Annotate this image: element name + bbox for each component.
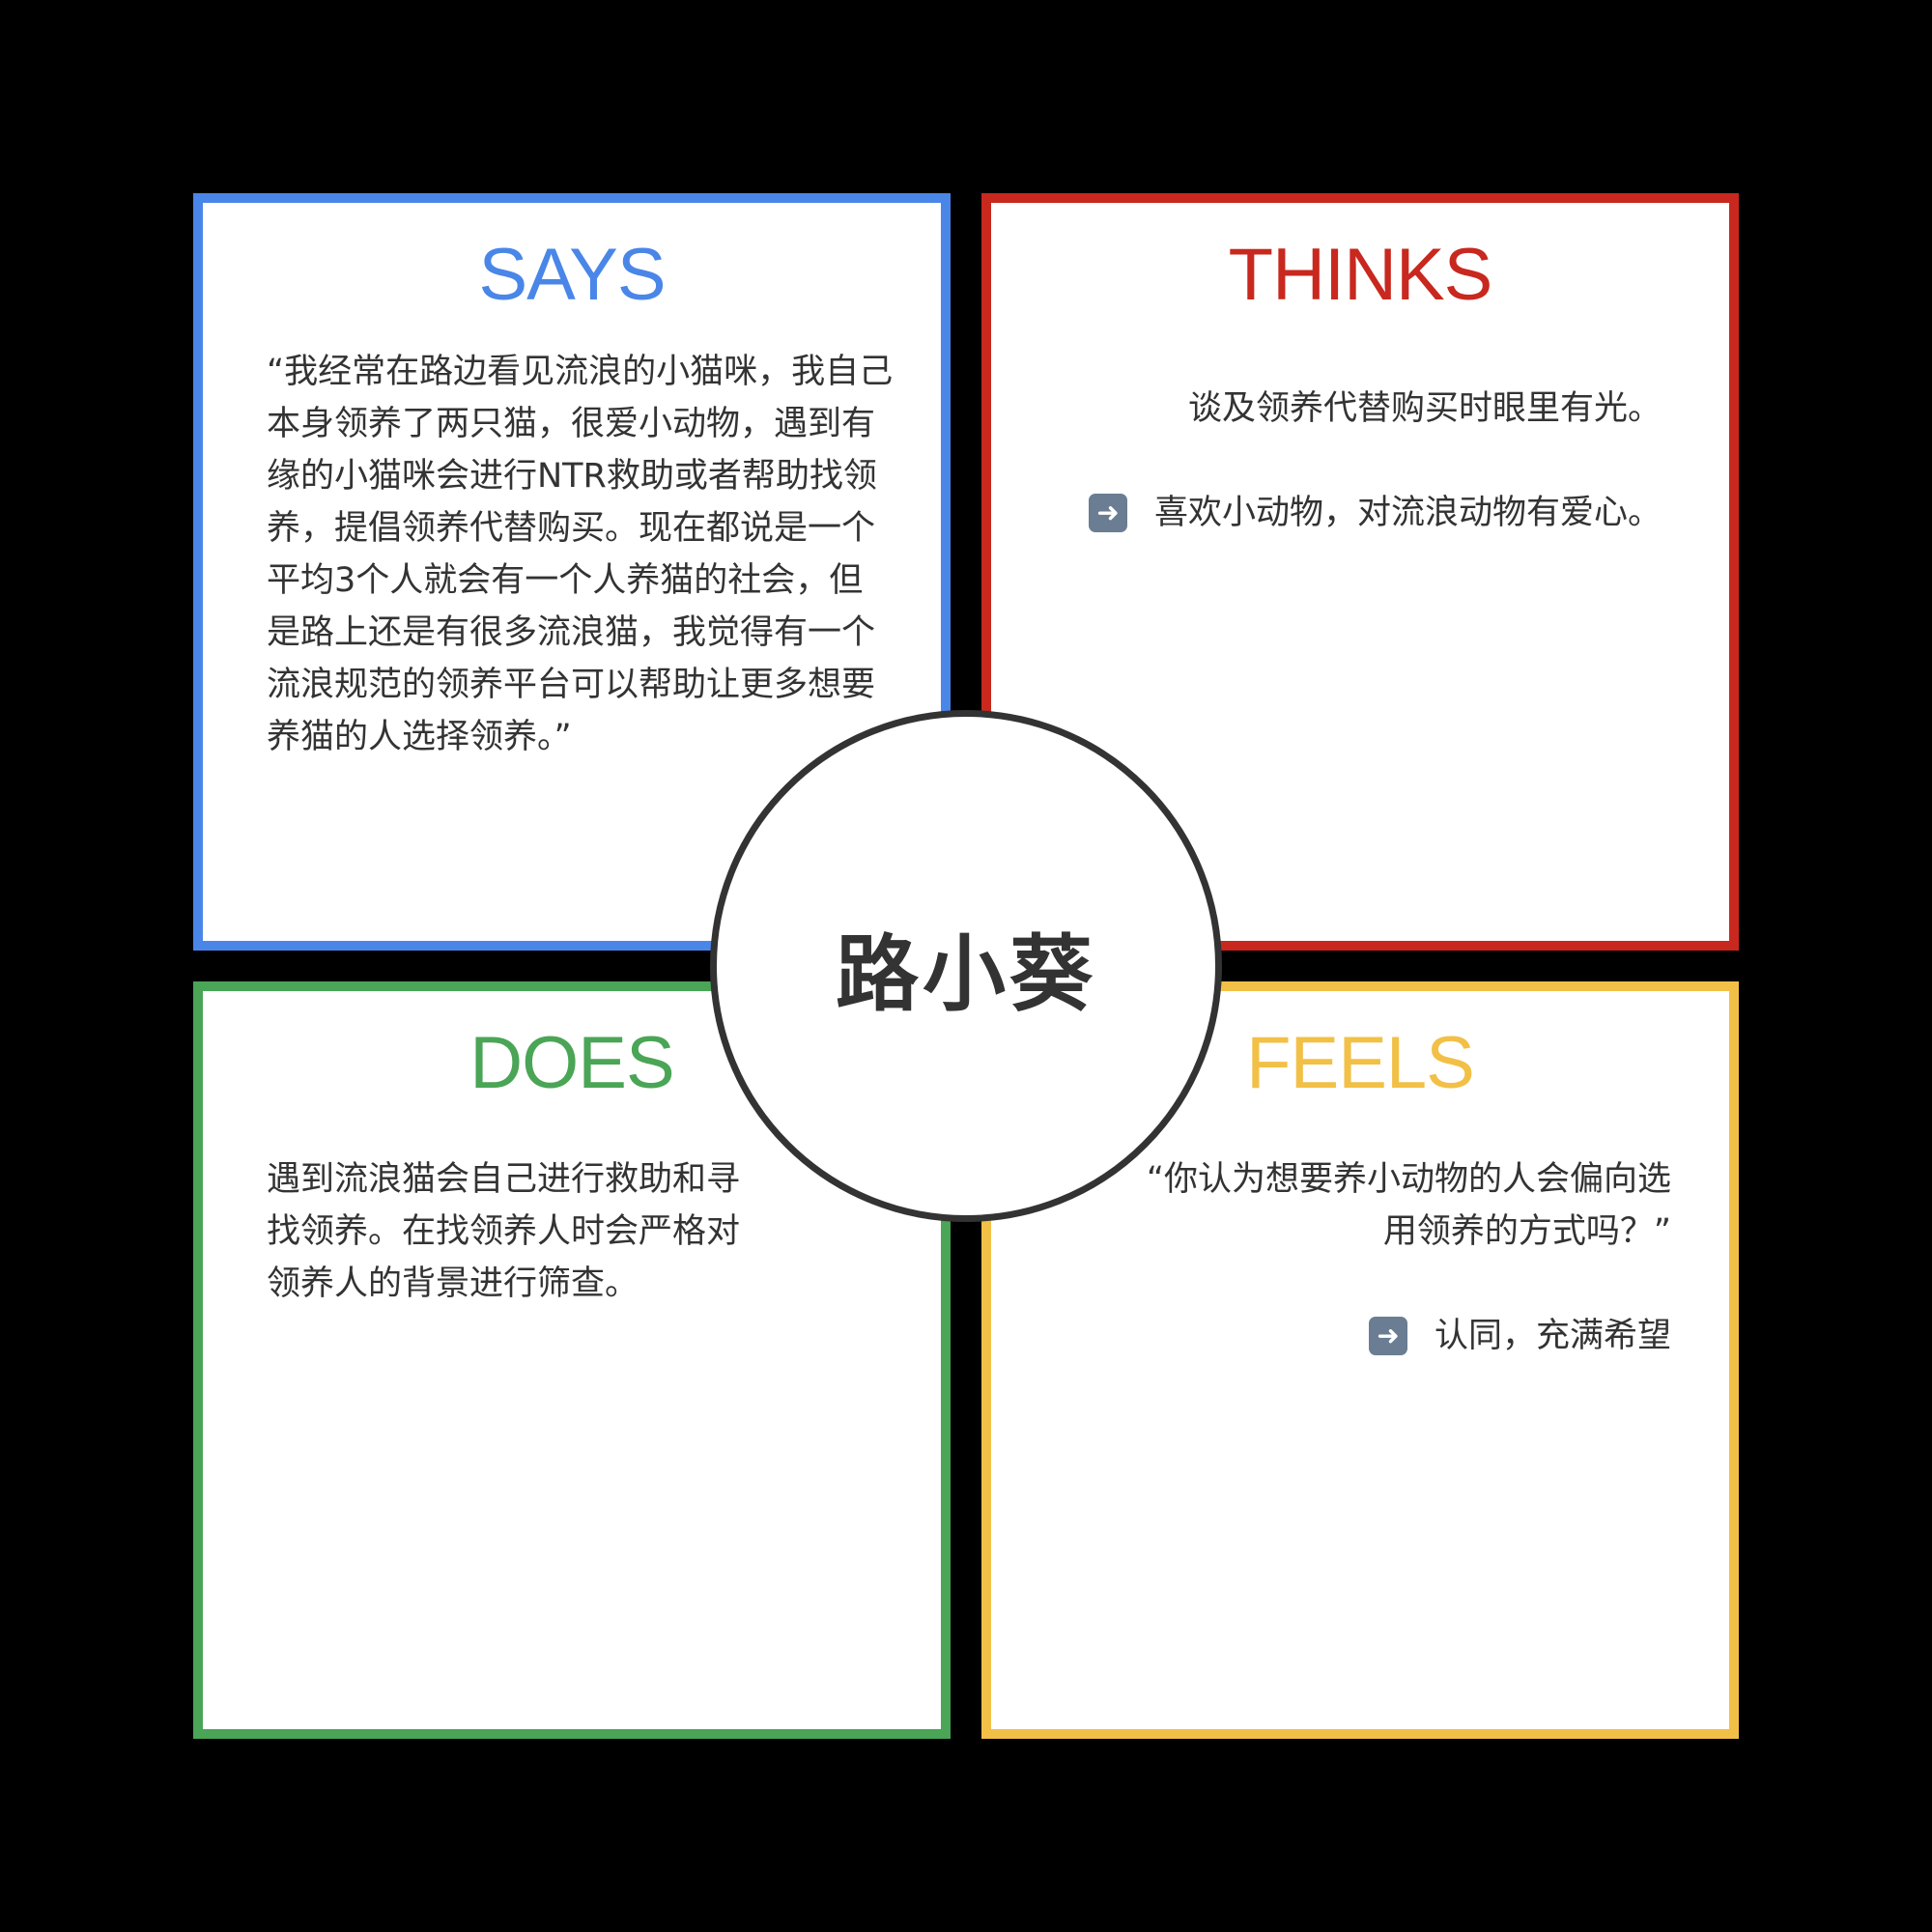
thinks-line-2: 喜欢小动物，对流浪动物有爱心。: [1153, 494, 1662, 532]
feels-title: FEELS: [1246, 1022, 1475, 1104]
feels-line-1: “你认为想要养小动物的人会偏向选用领养的方式吗？”: [1146, 1160, 1671, 1251]
feels-content: “你认为想要养小动物的人会偏向选用领养的方式吗？” ➜ 认同，充满希望: [1130, 1153, 1671, 1362]
feels-quadrant: FEELS “你认为想要养小动物的人会偏向选用领养的方式吗？” ➜ 认同，充满希…: [981, 981, 1739, 1739]
thinks-arrow-row: ➜ 喜欢小动物，对流浪动物有爱心。: [1024, 487, 1662, 539]
says-title: SAYS: [478, 234, 666, 316]
feels-line-2: 认同，充满希望: [1434, 1317, 1671, 1355]
persona-name: 路小葵: [836, 925, 1096, 1023]
thinks-title: THINKS: [1228, 234, 1493, 316]
does-title: DOES: [469, 1022, 674, 1104]
feels-arrow-row: ➜ 认同，充满希望: [1130, 1310, 1671, 1362]
persona-circle: 路小葵: [710, 710, 1222, 1222]
says-text: “我经常在路边看见流浪的小猫咪，我自己本身领养了两只猫，很爱小动物，遇到有缘的小…: [267, 353, 894, 756]
thinks-line-1: 谈及领养代替购买时眼里有光。: [1187, 389, 1662, 428]
says-quadrant: SAYS “我经常在路边看见流浪的小猫咪，我自己本身领养了两只猫，很爱小动物，遇…: [193, 193, 951, 951]
thinks-content: 谈及领养代替购买时眼里有光。 ➜ 喜欢小动物，对流浪动物有爱心。: [1024, 383, 1662, 539]
right-arrow-icon: ➜: [1368, 1317, 1407, 1355]
does-text: 遇到流浪猫会自己进行救助和寻找领养。在找领养人时会严格对领养人的背景进行筛查。: [267, 1160, 741, 1303]
right-arrow-icon: ➜: [1088, 494, 1127, 532]
